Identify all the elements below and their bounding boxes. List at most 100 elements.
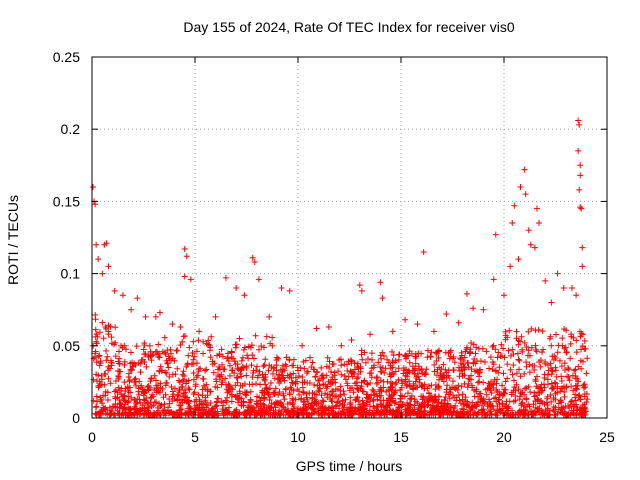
- data-point: [444, 401, 451, 408]
- data-point: [260, 363, 267, 370]
- data-point: [253, 380, 260, 387]
- data-point: [535, 326, 542, 333]
- data-point: [536, 400, 543, 407]
- x-tick-label: 20: [496, 429, 512, 445]
- data-point: [399, 393, 406, 400]
- data-point: [550, 385, 557, 392]
- data-point: [280, 392, 287, 399]
- data-point: [136, 411, 143, 418]
- data-point: [95, 384, 102, 391]
- data-point: [288, 408, 295, 415]
- data-point: [350, 389, 357, 396]
- data-point: [500, 370, 507, 377]
- data-point: [548, 299, 555, 306]
- data-point: [468, 366, 475, 373]
- data-point: [104, 397, 111, 404]
- data-point: [174, 347, 181, 354]
- data-point: [425, 396, 432, 403]
- data-point: [469, 399, 476, 406]
- data-point: [262, 373, 269, 380]
- data-point: [456, 373, 463, 380]
- data-point: [265, 367, 272, 374]
- data-point: [328, 405, 335, 412]
- data-point: [422, 370, 429, 377]
- data-point: [380, 397, 387, 404]
- data-point: [251, 355, 258, 362]
- data-point: [473, 388, 480, 395]
- data-point: [182, 380, 189, 387]
- data-point: [374, 374, 381, 381]
- data-point: [251, 259, 258, 266]
- data-point: [363, 401, 370, 408]
- data-point: [387, 373, 394, 380]
- data-point: [520, 406, 527, 413]
- data-point: [116, 387, 123, 394]
- data-point: [107, 380, 114, 387]
- data-point: [203, 366, 210, 373]
- data-point: [237, 382, 244, 389]
- data-point: [112, 339, 119, 346]
- data-point: [271, 389, 278, 396]
- data-point: [248, 409, 255, 416]
- data-point: [172, 371, 179, 378]
- data-point: [531, 389, 538, 396]
- data-point: [329, 373, 336, 380]
- data-point: [319, 375, 326, 382]
- data-point: [480, 379, 487, 386]
- data-point: [492, 367, 499, 374]
- data-point: [92, 326, 99, 333]
- data-point: [448, 404, 455, 411]
- data-point: [230, 355, 237, 362]
- data-point: [219, 361, 226, 368]
- data-point: [338, 371, 345, 378]
- data-point: [518, 333, 525, 340]
- data-point: [105, 263, 112, 270]
- data-point: [525, 227, 532, 234]
- data-point: [209, 405, 216, 412]
- data-point: [416, 376, 423, 383]
- data-point: [169, 321, 176, 328]
- data-point: [458, 349, 465, 356]
- data-point: [575, 147, 582, 154]
- data-point: [193, 402, 200, 409]
- data-point: [460, 411, 467, 418]
- data-point: [456, 367, 463, 374]
- data-point: [486, 382, 493, 389]
- data-point: [275, 355, 282, 362]
- data-point: [427, 409, 434, 416]
- data-point: [527, 241, 534, 248]
- data-point: [146, 404, 153, 411]
- data-point: [384, 356, 391, 363]
- data-point: [451, 359, 458, 366]
- data-point: [524, 352, 531, 359]
- data-point: [281, 407, 288, 414]
- data-point: [440, 361, 447, 368]
- data-point: [454, 411, 461, 418]
- data-point: [449, 378, 456, 385]
- data-point: [261, 394, 268, 401]
- data-point: [238, 373, 245, 380]
- data-point: [232, 409, 239, 416]
- data-point: [290, 412, 297, 419]
- data-point: [234, 365, 241, 372]
- data-point: [572, 375, 579, 382]
- data-point: [438, 366, 445, 373]
- data-point: [412, 350, 419, 357]
- data-point: [439, 408, 446, 415]
- data-point: [174, 365, 181, 372]
- data-point: [358, 287, 365, 294]
- data-point: [568, 285, 575, 292]
- data-point: [218, 398, 225, 405]
- data-point: [502, 402, 509, 409]
- data-point: [185, 398, 192, 405]
- data-point: [435, 383, 442, 390]
- data-point: [249, 254, 256, 261]
- data-point: [465, 401, 472, 408]
- data-point: [173, 347, 180, 354]
- data-point: [207, 354, 214, 361]
- data-point: [143, 363, 150, 370]
- data-point: [233, 341, 240, 348]
- data-point: [95, 353, 102, 360]
- data-point: [161, 401, 168, 408]
- data-point: [523, 359, 530, 366]
